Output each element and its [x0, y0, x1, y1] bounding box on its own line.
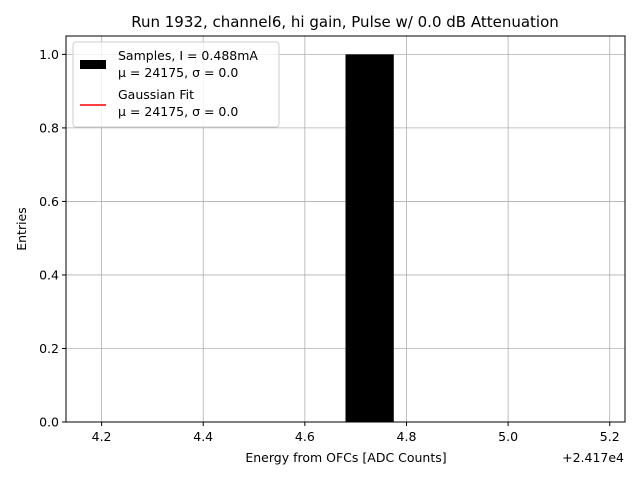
- x-tick-label: 4.2: [92, 429, 112, 444]
- x-tick-label: 5.2: [600, 429, 620, 444]
- y-tick-label: 0.4: [39, 267, 59, 282]
- x-tick-label: 4.4: [193, 429, 213, 444]
- y-tick-label: 0.2: [39, 341, 59, 356]
- histogram-bars: [345, 54, 394, 422]
- x-tick-label: 4.6: [295, 429, 315, 444]
- x-axis-ticks: 4.2 4.4 4.6 4.8 5.0 5.2: [92, 422, 620, 444]
- legend-fit-label: Gaussian Fit: [118, 87, 194, 102]
- y-tick-label: 0.6: [39, 194, 59, 209]
- legend-samples-swatch: [80, 60, 106, 69]
- legend: Samples, I = 0.488mA μ = 24175, σ = 0.0 …: [72, 41, 280, 128]
- legend-samples-label: Samples, I = 0.488mA: [118, 48, 258, 63]
- legend-samples-stats: μ = 24175, σ = 0.0: [118, 65, 238, 80]
- x-tick-label: 5.0: [498, 429, 518, 444]
- histogram-bar: [345, 54, 394, 422]
- x-axis-offset-label: +2.417e4: [562, 450, 624, 465]
- y-axis-label: Entries: [14, 207, 29, 251]
- y-axis-ticks: 0.0 0.2 0.4 0.6 0.8 1.0: [39, 47, 66, 430]
- y-tick-label: 0.0: [39, 415, 59, 430]
- x-tick-label: 4.8: [397, 429, 417, 444]
- legend-fit-stats: μ = 24175, σ = 0.0: [118, 104, 238, 119]
- legend-frame: [72, 41, 280, 128]
- y-tick-label: 1.0: [39, 47, 59, 62]
- plot-frame: [65, 35, 626, 423]
- x-axis-label: Energy from OFCs [ADC Counts]: [245, 450, 446, 465]
- y-tick-label: 0.8: [39, 120, 59, 135]
- chart-title: Run 1932, channel6, hi gain, Pulse w/ 0.…: [131, 13, 559, 31]
